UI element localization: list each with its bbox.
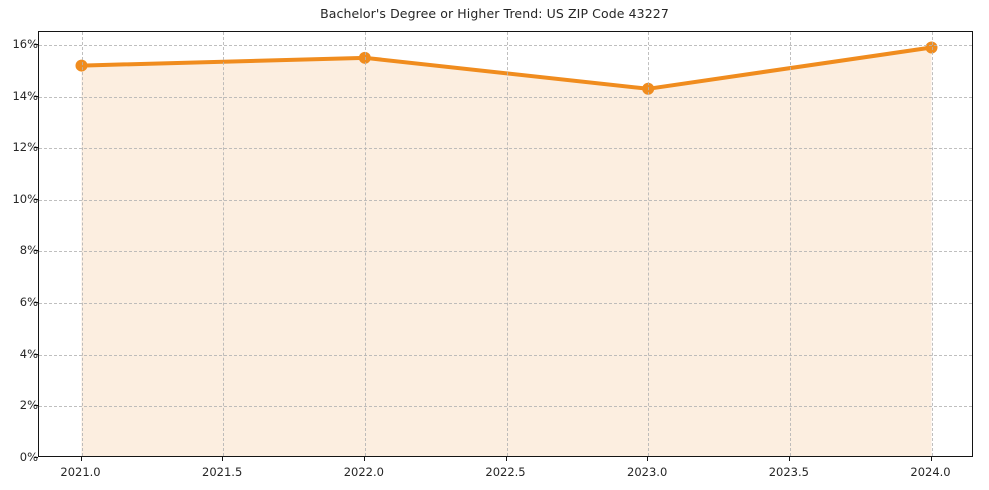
data-point-marker: 2022: 15.5% bbox=[358, 51, 371, 64]
series-line-chart: 2021: 15.2% 2022: 15.5% 2023: 14.3% 2024: 1… bbox=[75, 41, 938, 456]
y-axis-tick-mark bbox=[34, 198, 38, 200]
x-axis-tick-label: 2021.5 bbox=[202, 465, 243, 479]
x-axis-tick-label: 2022.5 bbox=[485, 465, 526, 479]
y-axis-tick-mark bbox=[34, 147, 38, 149]
y-axis-tick-mark bbox=[34, 302, 38, 304]
y-axis: 0% 2% 4% 6% 8% 10% 12% 14% 16% bbox=[0, 31, 38, 464]
y-axis-tick-label: 8% bbox=[19, 243, 38, 258]
x-axis-tick-mark bbox=[647, 457, 649, 461]
x-axis-tick-mark bbox=[505, 457, 507, 461]
y-axis-tick-label: 4% bbox=[19, 346, 38, 361]
y-axis-tick-mark bbox=[34, 43, 38, 45]
x-axis-tick-label: 2022.0 bbox=[343, 465, 384, 479]
x-axis-tick-label: 2021.0 bbox=[60, 465, 101, 479]
y-axis-tick-label: 12% bbox=[12, 140, 38, 155]
y-axis-tick-label: 14% bbox=[12, 88, 38, 103]
y-axis-tick-label: 2% bbox=[19, 398, 38, 413]
series-area-fill bbox=[81, 47, 932, 456]
x-axis-tick-mark bbox=[788, 457, 790, 461]
y-axis-tick-mark bbox=[34, 95, 38, 97]
y-axis-tick-mark bbox=[34, 405, 38, 407]
x-axis-tick-label: 2024.0 bbox=[910, 465, 951, 479]
x-axis-tick-label: 2023.5 bbox=[768, 465, 809, 479]
y-axis-tick-label: 6% bbox=[19, 295, 38, 310]
y-axis-tick-mark bbox=[34, 250, 38, 252]
data-point-marker: 2021: 15.2% bbox=[75, 59, 88, 72]
x-axis-tick-mark bbox=[222, 457, 224, 461]
plot-area: 2021: 15.2% 2022: 15.5% 2023: 14.3% 2024: 1… bbox=[38, 31, 973, 457]
data-point-marker: 2023: 14.3% bbox=[642, 82, 655, 95]
x-axis: 2021.0 2021.5 2022.0 2022.5 2023.0 2023.5 2024… bbox=[38, 457, 973, 490]
x-axis-tick-mark bbox=[363, 457, 365, 461]
data-point-marker: 2024: 15.9% bbox=[925, 41, 938, 54]
x-axis-tick-label: 2023.0 bbox=[627, 465, 668, 479]
x-axis-tick-mark bbox=[930, 457, 932, 461]
y-axis-tick-mark bbox=[34, 353, 38, 355]
chart-title: Bachelor's Degree or Higher Trend: US ZI… bbox=[320, 6, 669, 21]
y-axis-tick-label: 0% bbox=[19, 450, 38, 464]
y-axis-tick-label: 16% bbox=[12, 36, 38, 51]
x-axis-tick-mark bbox=[80, 457, 82, 461]
y-axis-tick-mark bbox=[34, 457, 38, 458]
y-axis-tick-label: 10% bbox=[12, 191, 38, 206]
